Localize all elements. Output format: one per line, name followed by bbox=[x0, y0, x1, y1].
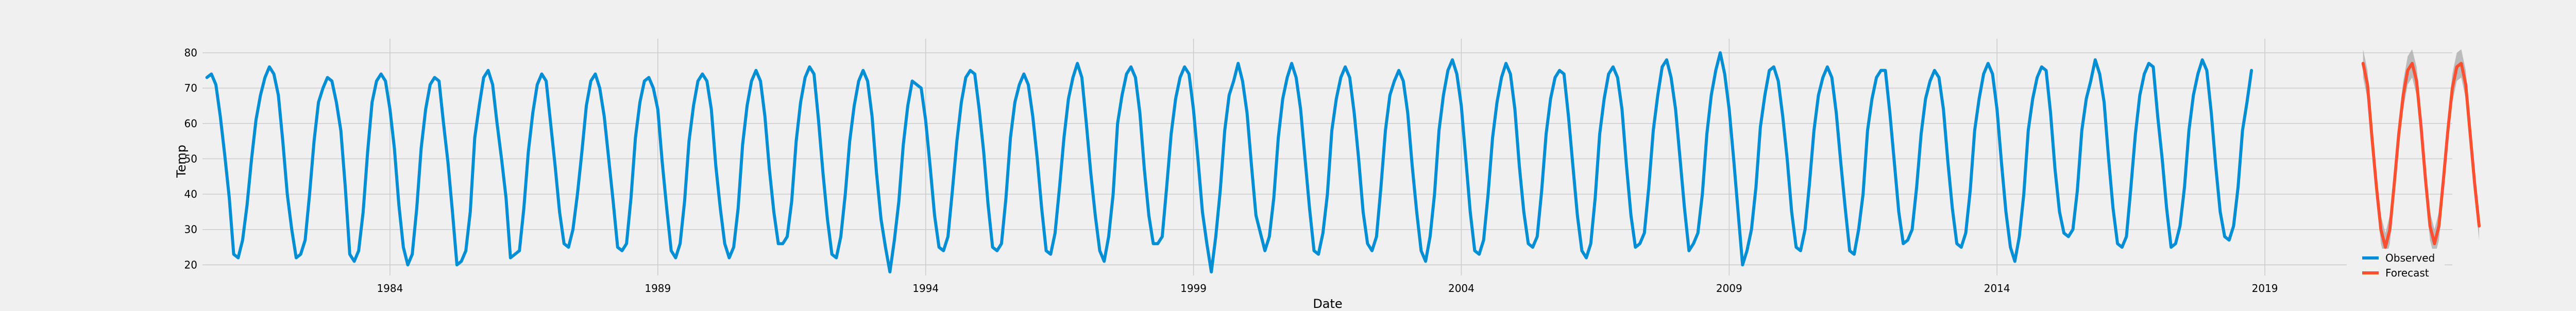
y-tick-label: 70 bbox=[184, 82, 197, 94]
series-layer bbox=[205, 51, 2481, 274]
y-tick-label: 80 bbox=[184, 46, 197, 59]
x-tick-label: 1989 bbox=[645, 282, 671, 295]
x-tick-label: 2014 bbox=[1984, 282, 2010, 295]
legend: Observed Forecast bbox=[2347, 249, 2445, 285]
legend-box bbox=[2347, 249, 2445, 285]
x-tick-label: 1999 bbox=[1180, 282, 1207, 295]
y-tick-label: 20 bbox=[184, 258, 197, 271]
y-tick-label: 30 bbox=[184, 223, 197, 236]
y-axis-title: Temp bbox=[174, 145, 189, 178]
legend-label-forecast: Forecast bbox=[2385, 267, 2429, 279]
x-tick-label: 1994 bbox=[912, 282, 939, 295]
x-tick-label: 2019 bbox=[2252, 282, 2278, 295]
y-tick-label: 40 bbox=[184, 188, 197, 200]
y-tick-label: 60 bbox=[184, 117, 197, 130]
forecast-line bbox=[2361, 62, 2481, 249]
x-axis-title: Date bbox=[1313, 297, 1342, 309]
y-tick-label: 50 bbox=[184, 152, 197, 165]
x-tick-label: 2004 bbox=[1448, 282, 1475, 295]
legend-label-observed: Observed bbox=[2385, 252, 2435, 264]
observed-line bbox=[205, 51, 2253, 274]
tick-label-layer: 20 30 40 50 60 70 80 1984 1989 1994 1999 2004 2009 20… bbox=[184, 46, 2278, 295]
x-tick-label: 2009 bbox=[1716, 282, 1742, 295]
x-tick-label: 1984 bbox=[377, 282, 403, 295]
